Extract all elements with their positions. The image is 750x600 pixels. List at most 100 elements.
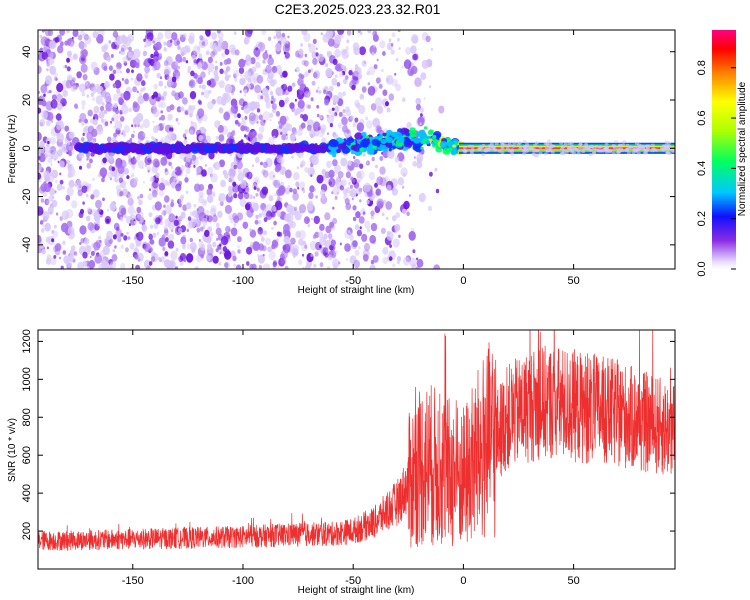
scatter-blob — [345, 46, 349, 51]
scatter-blob — [260, 202, 267, 211]
band-blob — [291, 147, 297, 152]
scatter-blob — [234, 49, 240, 56]
scatter-blob — [99, 209, 104, 215]
scatter-blob — [198, 191, 204, 198]
scatter-blob — [267, 57, 275, 66]
scatter-blob — [350, 176, 354, 181]
scatter-blob — [307, 223, 311, 228]
scatter-blob — [54, 36, 60, 43]
scatter-blob — [109, 261, 117, 269]
scatter-blob — [274, 165, 281, 173]
scatter-blob — [104, 46, 107, 49]
scatter-blob — [80, 63, 88, 73]
band-halo — [588, 153, 593, 157]
scatter-blob — [385, 201, 393, 210]
band-halo — [534, 149, 539, 153]
band-halo — [576, 151, 581, 155]
scatter-blob — [366, 161, 369, 165]
scatter-blob — [352, 216, 357, 222]
scatter-blob — [362, 211, 366, 215]
scatter-blob — [239, 77, 246, 86]
band-blob — [260, 143, 266, 149]
scatter-blob — [317, 128, 325, 138]
scatter-blob — [180, 46, 188, 56]
scatter-blob — [284, 187, 290, 195]
scatter-blob — [302, 114, 309, 122]
scatter-blob — [81, 91, 86, 97]
band-halo — [660, 146, 665, 150]
spectrogram-x-axis-label: Height of straight line (km) — [298, 285, 415, 296]
scatter-blob — [90, 118, 95, 124]
scatter-blob — [133, 181, 137, 186]
scatter-blob — [329, 55, 336, 64]
scatter-blob — [211, 191, 216, 196]
scatter-blob — [126, 175, 130, 180]
scatter-blob — [66, 38, 72, 46]
scatter-blob — [217, 40, 222, 46]
scatter-blob — [133, 130, 136, 134]
scatter-blob — [41, 110, 45, 114]
band-halo — [522, 140, 527, 144]
scatter-blob — [82, 201, 85, 205]
scatter-blob — [144, 243, 151, 253]
band-blob — [265, 145, 272, 151]
scatter-blob — [198, 53, 203, 59]
scatter-blob — [337, 122, 343, 129]
scatter-blob — [359, 163, 364, 169]
band-blob — [388, 144, 393, 149]
scatter-blob — [318, 90, 322, 94]
scatter-blob — [207, 56, 213, 64]
scatter-blob — [287, 35, 290, 39]
scatter-blob — [60, 41, 64, 47]
scatter-blob — [123, 235, 128, 241]
scatter-blob — [319, 262, 324, 268]
scatter-blob — [319, 114, 323, 120]
scatter-blob — [219, 243, 222, 247]
scatter-blob — [92, 30, 99, 39]
scatter-blob — [119, 216, 124, 222]
band-halo — [481, 143, 486, 147]
scatter-blob — [294, 98, 297, 102]
band-halo — [470, 149, 474, 153]
scatter-blob — [369, 264, 376, 269]
scatter-blob — [76, 179, 82, 187]
colorbar-ticks: 0.0 0.2 0.4 0.6 0.8 — [696, 60, 736, 277]
scatter-blob — [312, 234, 317, 240]
scatter-blob — [142, 118, 150, 129]
scatter-blob — [216, 44, 222, 52]
scatter-blob — [151, 189, 158, 198]
scatter-blob — [396, 255, 402, 262]
band-halo — [545, 142, 550, 146]
scatter-blob — [54, 243, 62, 252]
scatter-blob — [366, 199, 370, 205]
scatter-blob — [134, 211, 137, 214]
scatter-blob — [163, 229, 169, 236]
band-halo — [518, 141, 522, 145]
scatter-blob — [159, 76, 163, 80]
scatter-blob — [361, 86, 367, 93]
scatter-blob — [243, 105, 251, 114]
scatter-blob — [173, 38, 180, 47]
scatter-blob — [278, 185, 286, 195]
band-blob — [136, 146, 144, 154]
scatter-blob — [346, 30, 352, 36]
scatter-blob — [55, 113, 62, 121]
scatter-blob — [320, 128, 325, 135]
scatter-blob — [56, 93, 64, 103]
band-halo — [497, 149, 502, 153]
scatter-blob — [121, 104, 129, 115]
scatter-blob — [260, 161, 263, 166]
scatter-blob — [237, 236, 242, 243]
scatter-blob — [314, 251, 319, 257]
scatter-blob — [97, 208, 102, 213]
scatter-blob — [84, 237, 90, 245]
scatter-blob — [115, 178, 118, 183]
scatter-blob — [275, 30, 282, 36]
scatter-blob — [388, 256, 393, 261]
scatter-blob — [261, 245, 267, 252]
scatter-blob — [237, 245, 240, 249]
scatter-blob — [198, 240, 204, 249]
scatter-blob — [187, 221, 194, 230]
scatter-blob — [266, 75, 273, 84]
scatter-blob — [244, 70, 252, 81]
